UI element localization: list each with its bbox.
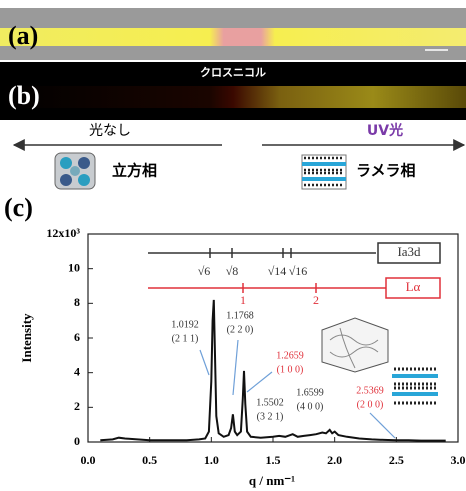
- peak-index: (2 2 0): [227, 324, 254, 335]
- mesh-inset: [322, 318, 388, 372]
- x-tick-label: 2.5: [389, 453, 404, 467]
- lamellar-inset: [392, 366, 438, 408]
- y-tick-label: 4: [74, 364, 80, 378]
- sample-strip: [0, 86, 466, 108]
- y-tick-label: 2: [74, 399, 80, 413]
- peak-label: 1.1768: [226, 310, 254, 321]
- reference-name: Lα: [406, 279, 421, 294]
- phase-label: ラメラ相: [356, 162, 416, 180]
- peak-label: 1.2659: [276, 350, 304, 361]
- leader-line: [233, 340, 238, 395]
- reference-tick-label: √14: [268, 264, 287, 278]
- x-tick-label: 1.5: [266, 453, 281, 467]
- panel-label: (a): [8, 21, 38, 50]
- leader-line: [247, 372, 272, 392]
- peak-index: (2 0 0): [357, 399, 384, 410]
- condition-label: 光なし: [89, 123, 131, 139]
- peak-index: (4 0 0): [297, 401, 324, 412]
- peak-index: (1 0 0): [277, 364, 304, 375]
- reference-tick-label: 1: [240, 293, 246, 307]
- x-tick-label: 3.0: [451, 453, 466, 467]
- reference-tick-label: 2: [313, 293, 319, 307]
- condition-label: UV光: [367, 122, 403, 139]
- y-axis-label: Intensity: [19, 313, 34, 363]
- y-tick-label: 10: [68, 260, 80, 274]
- x-tick-label: 2.0: [327, 453, 342, 467]
- peak-index: (3 2 1): [257, 411, 284, 422]
- x-tick-label: 0.0: [81, 453, 96, 467]
- x-tick-label: 1.0: [204, 453, 219, 467]
- peak-label: 2.5369: [356, 385, 384, 396]
- y-tick-label: 6: [74, 330, 80, 344]
- lamellar-icon: [302, 155, 346, 189]
- leader-line: [200, 350, 209, 375]
- reference-tick-label: √16: [289, 264, 308, 278]
- peak-index: (2 1 1): [172, 333, 199, 344]
- peak-label: 1.6599: [296, 387, 324, 398]
- panel-label: (c): [4, 193, 33, 222]
- peak-label: 1.0192: [171, 319, 199, 330]
- x-tick-label: 0.5: [142, 453, 157, 467]
- y-tick-label: 0: [74, 434, 80, 448]
- panel-label: (b): [8, 81, 40, 110]
- cubic-icon: [55, 153, 95, 189]
- reference-tick-label: √8: [226, 264, 239, 278]
- y-tick-label: 8: [74, 295, 80, 309]
- sample-strip: [0, 28, 466, 46]
- caption: クロスニコル: [200, 66, 266, 79]
- y-tick-label: 12x10³: [46, 226, 80, 240]
- peak-label: 1.5502: [256, 397, 284, 408]
- x-axis-label: q / nm⁻¹: [249, 473, 295, 488]
- leader-line: [370, 413, 395, 438]
- reference-tick-label: √6: [198, 264, 211, 278]
- phase-label: 立方相: [112, 162, 157, 180]
- reference-name: Ia3d: [397, 244, 421, 259]
- figure: (a) クロスニコル (b) 光なし UV光 立方相 ラメラ相 (c) Inte…: [0, 0, 466, 491]
